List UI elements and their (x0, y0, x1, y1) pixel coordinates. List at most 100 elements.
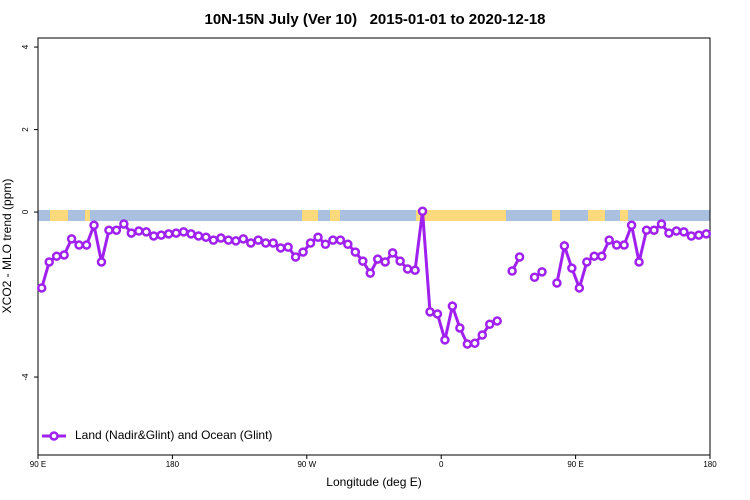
point (253, 235, 264, 245)
point (119, 219, 129, 229)
point (148, 231, 159, 241)
y-tick-label: -4 (21, 373, 30, 381)
point (559, 241, 570, 251)
point (290, 252, 301, 262)
y-axis-label: XCO2 - MLO trend (ppm) (0, 179, 14, 314)
point (335, 235, 346, 245)
point (604, 235, 614, 245)
point (66, 234, 77, 244)
point (626, 220, 637, 231)
point (111, 225, 122, 235)
point (104, 225, 114, 235)
point (358, 256, 368, 266)
point (231, 236, 241, 246)
point (656, 219, 667, 229)
point (582, 257, 592, 267)
point (484, 319, 495, 329)
point (470, 338, 480, 348)
point (686, 231, 697, 241)
point (671, 226, 682, 236)
y-tick-label: 0 (21, 209, 30, 214)
point (186, 229, 196, 239)
x-tick-label: 90 E (567, 460, 583, 469)
x-tick-label: 180 (703, 460, 717, 469)
point (477, 330, 488, 340)
point (134, 226, 144, 236)
point (425, 307, 435, 317)
point (246, 238, 256, 248)
point (216, 233, 226, 243)
point (372, 254, 383, 264)
point (44, 257, 54, 267)
point (387, 248, 398, 258)
point (440, 335, 450, 345)
point (589, 251, 600, 261)
land-patches (50, 210, 628, 221)
point (634, 257, 644, 267)
point (455, 323, 465, 333)
point (365, 268, 376, 278)
point (298, 247, 308, 257)
point (507, 266, 517, 276)
point (619, 240, 629, 250)
point (268, 238, 278, 248)
point (238, 234, 249, 244)
point (126, 228, 137, 238)
point (275, 243, 286, 253)
point (679, 227, 689, 237)
point (649, 225, 659, 235)
point (447, 301, 458, 311)
point (96, 257, 107, 267)
point (141, 227, 152, 237)
land-ocean-band (38, 210, 710, 221)
point (664, 228, 674, 238)
point (380, 257, 390, 267)
legend-marker (49, 431, 59, 441)
plot-frame (37, 37, 711, 456)
point (596, 251, 607, 261)
point (350, 247, 361, 257)
x-tick-label: 180 (166, 460, 180, 469)
point (208, 235, 219, 245)
point (567, 263, 577, 273)
chart-title: 10N-15N July (Ver 10) 2015-01-01 to 2020… (204, 11, 545, 28)
point (36, 283, 47, 293)
x-axis-label: Longitude (deg E) (326, 475, 421, 489)
point (410, 265, 420, 275)
point (193, 231, 204, 241)
point (402, 264, 413, 274)
y-tick-label: 2 (21, 127, 30, 132)
point (343, 239, 353, 249)
point (81, 240, 92, 250)
point (574, 283, 585, 293)
point (417, 206, 428, 216)
point (223, 235, 234, 245)
point (328, 235, 338, 245)
point (260, 238, 271, 248)
point (537, 267, 547, 277)
point (89, 220, 99, 231)
y-tick-label: 4 (21, 44, 30, 49)
point (552, 278, 562, 288)
point (320, 239, 331, 249)
point (156, 230, 166, 240)
point (59, 250, 69, 260)
point (283, 242, 293, 252)
point (163, 229, 174, 239)
point (395, 256, 405, 266)
point (462, 339, 473, 349)
point (701, 229, 712, 239)
point (51, 251, 62, 261)
point (529, 272, 540, 282)
point (514, 252, 525, 262)
point (492, 316, 502, 326)
point (305, 238, 316, 248)
ocean-band (38, 210, 710, 221)
x-tick-label: 0 (439, 460, 444, 469)
point (694, 230, 704, 240)
point (171, 228, 181, 238)
x-tick-label: 90 E (30, 460, 46, 469)
point (611, 240, 622, 250)
point (201, 232, 211, 242)
